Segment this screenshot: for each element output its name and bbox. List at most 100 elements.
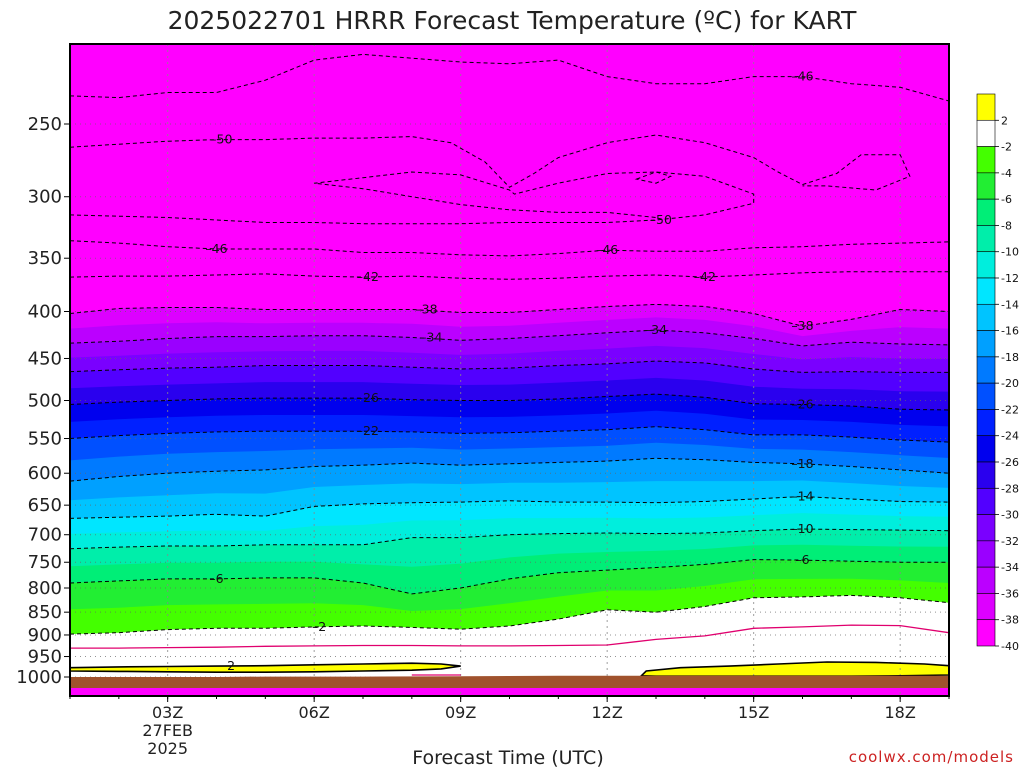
legend-label: -2 (1001, 141, 1012, 154)
legend-label: -16 (1001, 325, 1019, 338)
pressure-tick-label: 650 (28, 495, 62, 516)
legend-label: -12 (1001, 272, 1019, 285)
color-legend: 2 -2 -4 -6 -8 -10 -12 -14 -16 -18 -20 -22 -24 -26 -28 -… (976, 93, 1019, 653)
contour-label: –42 (694, 269, 716, 284)
contour-label: –46 (791, 69, 813, 84)
legend-swatch (976, 487, 996, 515)
legend-swatch (976, 566, 996, 594)
pressure-tick-label: 800 (28, 578, 62, 599)
legend-swatch (976, 93, 996, 121)
time-tick-label: 15Z (738, 703, 769, 722)
x-axis-label: Forecast Time (UTC) (412, 747, 603, 768)
contour-label: 2 (227, 658, 235, 673)
legend-swatch (976, 198, 996, 226)
contour-label: –14 (791, 488, 813, 503)
pressure-tick-label: 900 (28, 625, 62, 646)
legend-swatch (976, 172, 996, 200)
contour-label: –42 (357, 269, 379, 284)
chart-title: 2025022701 HRRR Forecast Temperature (ºC… (168, 6, 858, 35)
legend-swatch (976, 330, 996, 358)
temperature-bands (70, 304, 949, 688)
legend-label: -4 (1001, 167, 1012, 180)
pressure-tick-label: 300 (28, 187, 62, 208)
date-label: 27FEB (142, 721, 193, 740)
freezing-line (70, 624, 949, 649)
isotherm-line (70, 594, 949, 635)
gridlines (70, 44, 949, 696)
pressure-tick-label: 850 (28, 602, 62, 623)
contour-label: –26 (357, 390, 379, 405)
legend-label: -30 (1001, 509, 1019, 522)
legend-label: -14 (1001, 298, 1019, 311)
isotherm-line (70, 171, 755, 225)
legend-swatch (976, 303, 996, 331)
pressure-tick-label: 1000 (16, 667, 62, 688)
legend-label: -36 (1001, 587, 1019, 600)
pressure-tick-label: 750 (28, 552, 62, 573)
contour-label: –18 (791, 456, 813, 471)
contour-label: –2 (312, 619, 326, 634)
pressure-tick-label: 600 (28, 463, 62, 484)
plot-area: 2 –2 –6 –6 –10 –14 –18 –22 –26 –26 –34 –34 –38 –38 –42… (70, 44, 949, 696)
pressure-tick-label: 700 (28, 525, 62, 546)
contour-label: –38 (791, 318, 813, 333)
contour-label: –38 (415, 301, 437, 316)
legend-label: -10 (1001, 246, 1019, 259)
pressure-tick-label: 350 (28, 248, 62, 269)
isotherm-contours: 2 –2 –6 –6 –10 –14 –18 –22 –26 –26 –34 –34 –38 –38 –42… (70, 53, 949, 677)
pressure-tick-label: 950 (28, 647, 62, 668)
legend-swatch (976, 251, 996, 279)
time-tick-label: 12Z (592, 703, 623, 722)
pressure-axis: 2503003504004505005506006507007508008509… (16, 114, 70, 688)
legend-label: -22 (1001, 403, 1019, 416)
legend-label: -40 (1001, 640, 1019, 653)
isotherm-line (70, 53, 949, 102)
pressure-tick-label: 450 (28, 348, 62, 369)
contour-label: –34 (420, 330, 442, 345)
isotherm-line (634, 171, 673, 184)
date-label: 2025 (147, 739, 188, 758)
legend-label: -24 (1001, 430, 1019, 443)
legend-swatch (976, 540, 996, 568)
legend-swatch (976, 277, 996, 305)
legend-label: -6 (1001, 193, 1012, 206)
legend-label: -38 (1001, 614, 1019, 627)
legend-swatch (976, 461, 996, 489)
legend-swatch (976, 593, 996, 621)
legend-swatch (976, 619, 996, 647)
contour-label: –34 (645, 322, 667, 337)
isotherm-line (70, 303, 949, 327)
legend-swatch (976, 356, 996, 384)
legend-label: -26 (1001, 456, 1019, 469)
time-tick-label: 09Z (445, 703, 476, 722)
legend-label: -34 (1001, 561, 1019, 574)
legend-label: -32 (1001, 535, 1019, 548)
credit-text[interactable]: coolwx.com/models (849, 748, 1014, 766)
warm-pocket (641, 662, 949, 677)
contour-label: –50 (650, 212, 672, 227)
isotherm-line (70, 134, 911, 191)
legend-swatch (976, 382, 996, 410)
legend-swatch (976, 119, 996, 147)
legend-swatch (976, 225, 996, 253)
ground-fill (70, 675, 949, 688)
contour-label: –50 (210, 132, 232, 147)
legend-label: -18 (1001, 351, 1019, 364)
legend-label: -28 (1001, 482, 1019, 495)
time-tick-label: 03Z (152, 703, 183, 722)
contour-label: –46 (205, 241, 227, 256)
pressure-tick-label: 250 (28, 114, 62, 135)
isotherm-line (70, 662, 461, 673)
legend-swatch (976, 435, 996, 463)
pressure-tick-label: 500 (28, 391, 62, 412)
contour-label: –10 (791, 521, 813, 536)
legend-label: -20 (1001, 377, 1019, 390)
contour-label: –26 (791, 396, 813, 411)
contour-label: –6 (795, 552, 809, 567)
contour-label: –46 (596, 242, 618, 257)
ground-layer (70, 675, 949, 688)
time-tick-label: 18Z (885, 703, 916, 722)
pressure-tick-label: 400 (28, 301, 62, 322)
time-tick-label: 06Z (299, 703, 330, 722)
